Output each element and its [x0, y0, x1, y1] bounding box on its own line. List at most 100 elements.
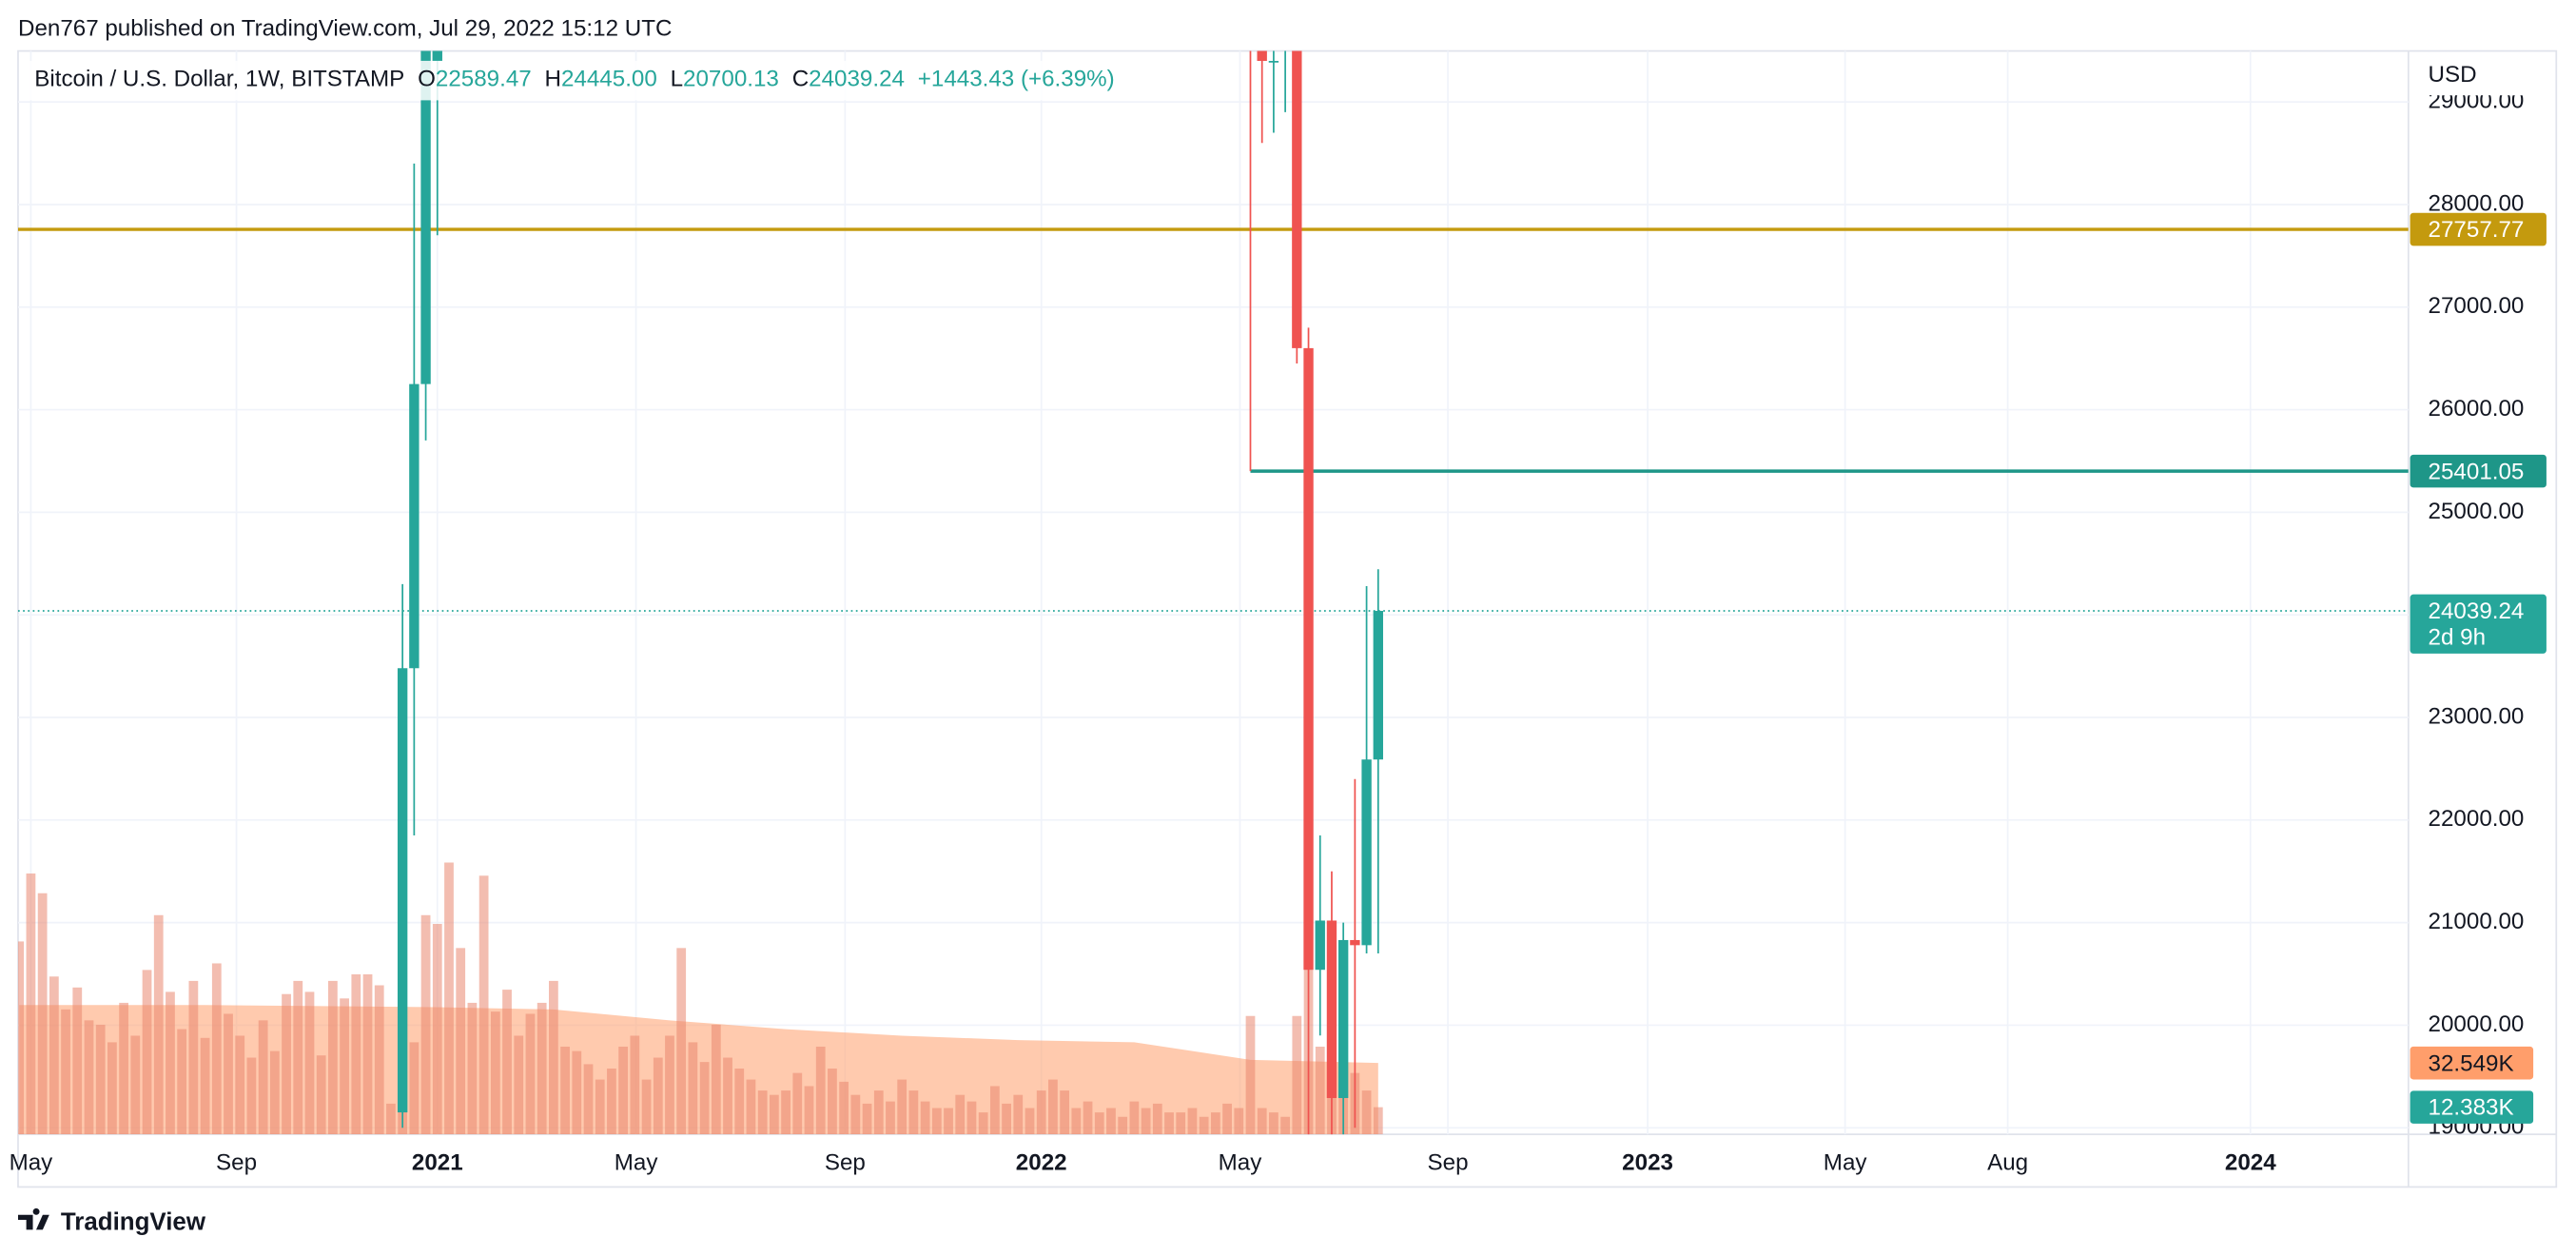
volume-bar — [607, 1069, 616, 1135]
volume-bar — [1257, 1108, 1267, 1135]
candle-body — [409, 383, 420, 669]
volume-bar — [828, 1069, 837, 1135]
y-tick-label: 26000.00 — [2429, 396, 2525, 422]
volume-bar — [340, 998, 349, 1135]
volume-bar — [1269, 1112, 1278, 1135]
volume-bar — [478, 875, 489, 1135]
y-tick-label: 25000.00 — [2429, 499, 2525, 524]
volume-bar — [1187, 1108, 1198, 1135]
candle-body — [432, 50, 442, 62]
c-label: C — [792, 67, 809, 92]
volume-bar — [1071, 1108, 1082, 1135]
volume-bar — [1094, 1112, 1104, 1135]
y-tick-label: 22000.00 — [2429, 806, 2525, 832]
volume-bar — [955, 1094, 966, 1135]
level-label-bg — [2410, 454, 2547, 488]
volume-bar — [130, 1035, 141, 1135]
volume-bar — [1141, 1108, 1151, 1135]
legend-bg — [23, 60, 1174, 101]
volume-bar — [873, 1090, 884, 1135]
currency-bg — [2411, 55, 2553, 96]
volume-bar — [362, 973, 373, 1135]
volume-bar — [84, 1020, 94, 1135]
volume-bar — [107, 1042, 117, 1135]
volume-bar — [1002, 1103, 1011, 1135]
volume-bar — [804, 1086, 814, 1135]
volume-bar — [432, 923, 442, 1135]
candle-body — [1326, 920, 1337, 1098]
volume-bar — [944, 1108, 953, 1135]
volume-bar — [665, 1035, 674, 1135]
axes: 19000.0020000.0021000.0022000.0023000.00… — [10, 88, 2547, 1176]
volume-bar — [514, 1035, 524, 1135]
volume-bar — [978, 1112, 988, 1135]
volume-bar — [1036, 1090, 1046, 1135]
volume-bar — [549, 980, 558, 1135]
volume-bar — [1176, 1112, 1186, 1135]
volume-bar — [1106, 1108, 1116, 1135]
volume-bar — [1152, 1103, 1162, 1135]
o-label: O — [418, 67, 436, 92]
volume-bar — [850, 1094, 861, 1135]
volume-bar — [1060, 1090, 1070, 1135]
volume-bar — [1280, 1116, 1291, 1135]
logo: TradingView — [17, 1207, 206, 1235]
volume-bar — [688, 1042, 698, 1135]
volume-bar — [211, 963, 222, 1135]
x-tick-label: 2022 — [1016, 1150, 1067, 1176]
published-note: Den767 published on TradingView.com, Jul… — [18, 15, 672, 41]
volume-bar — [467, 1002, 478, 1135]
volume-bar — [1234, 1108, 1244, 1135]
volume-bar — [815, 1047, 826, 1135]
volume-bar — [142, 970, 152, 1135]
volume-bar — [200, 1037, 210, 1135]
volume-bar — [72, 987, 83, 1135]
y-tick-label: 28000.00 — [2429, 190, 2525, 216]
x-tick-label: Sep — [216, 1150, 257, 1176]
candle-body — [397, 668, 408, 1113]
volume-bar — [757, 1090, 768, 1135]
volume-bar — [989, 1086, 1000, 1135]
x-tick-label: 2024 — [2225, 1150, 2276, 1176]
volume-bar — [966, 1101, 977, 1135]
volume-bar — [699, 1062, 710, 1135]
volume-bar — [1222, 1103, 1232, 1135]
volume-bar — [792, 1072, 803, 1135]
volume-bar — [282, 993, 291, 1135]
volume-bar — [746, 1079, 756, 1135]
x-tick-label: Sep — [825, 1150, 866, 1176]
volume-bar — [769, 1094, 779, 1135]
volume-bar — [1025, 1108, 1035, 1135]
volume-bar — [1199, 1116, 1209, 1135]
volume-bar — [537, 1002, 547, 1135]
volume-bar — [316, 1055, 326, 1135]
volume-bar — [119, 1002, 128, 1135]
volume-bar — [583, 1064, 594, 1135]
last-price-bg — [2410, 594, 2547, 654]
countdown: 2d 9h — [2429, 625, 2486, 651]
volume-bar — [723, 1057, 732, 1135]
volume-bar — [258, 1020, 268, 1135]
volume-bar — [781, 1090, 790, 1135]
volume-bar — [61, 1009, 70, 1135]
currency: USD — [2429, 62, 2477, 88]
volume-bar — [1083, 1101, 1093, 1135]
volume-bar — [224, 1013, 233, 1135]
ma-label: 32.549K — [2429, 1050, 2514, 1076]
candle-body — [1257, 50, 1267, 62]
volume-bar — [235, 1035, 245, 1135]
volume-bar — [630, 1035, 640, 1135]
volume-bar — [374, 985, 384, 1135]
brand: TradingView — [61, 1208, 206, 1235]
candle-body — [1350, 939, 1360, 946]
candle-body — [1292, 50, 1302, 348]
volume-bar — [1164, 1112, 1174, 1135]
volume-pane — [17, 862, 1383, 1135]
volume-bar — [1013, 1094, 1024, 1135]
volume-bar — [409, 1042, 420, 1135]
volume-bar — [490, 1011, 500, 1135]
legend: Bitcoin / U.S. Dollar, 1W, BITSTAMP O2258… — [34, 67, 1114, 92]
level-label: 25401.05 — [2429, 459, 2525, 484]
volume-bar — [931, 1108, 942, 1135]
change: +1443.43 (+6.39%) — [918, 67, 1115, 92]
